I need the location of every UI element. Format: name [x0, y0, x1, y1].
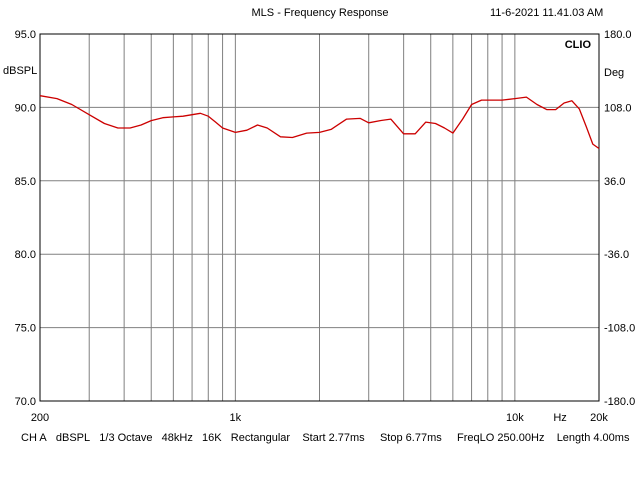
y-tick-label: 90.0 [15, 102, 36, 114]
channel: CH A [21, 432, 47, 444]
y-tick-label: 75.0 [15, 323, 36, 335]
y2-tick-label: 36.0 [604, 176, 625, 188]
chart-title: MLS - Frequency Response [251, 7, 389, 19]
y2-tick-label: 180.0 [604, 29, 632, 41]
unit: dBSPL [55, 432, 91, 444]
measurement-settings: CH A dBSPL 1/3 Octave 48kHz 16K Rectangu… [21, 432, 629, 444]
y2-tick-label: -36.0 [604, 249, 629, 261]
start-time: Start 2.77ms [302, 432, 365, 444]
clio-brand-label: CLIO [565, 39, 592, 51]
frequency-response-trace [39, 95, 600, 150]
y-tick-label: 95.0 [15, 29, 36, 41]
y2-tick-label: 108.0 [604, 102, 632, 114]
x-axis-label: Hz [553, 412, 566, 424]
smoothing: 1/3 Octave [99, 432, 153, 444]
freq-lo: FreqLO 250.00Hz [457, 432, 545, 444]
y2-tick-label: -108.0 [604, 323, 635, 335]
y2-tick-label: -180.0 [604, 396, 635, 408]
x-tick-label: 10k [506, 412, 524, 424]
timestamp: 11-6-2021 11.41.03 AM [490, 7, 604, 19]
y-axis-label: dBSPL [3, 65, 37, 77]
window-type: Rectangular [230, 432, 291, 444]
x-tick-label: 1k [230, 412, 242, 424]
y-tick-label: 85.0 [15, 176, 36, 188]
sample-rate: 48kHz [161, 432, 193, 444]
y2-axis-label: Deg [604, 67, 624, 79]
y-tick-label: 80.0 [15, 249, 36, 261]
y-tick-label: 70.0 [15, 396, 36, 408]
mls-size: 16K [202, 432, 222, 444]
gate-length: Length 4.00ms [556, 432, 630, 444]
x-tick-label: 200 [31, 412, 49, 424]
plot-frame [39, 33, 600, 402]
x-tick-label: 20k [590, 412, 608, 424]
stop-time: Stop 6.77ms [379, 432, 442, 444]
frequency-response-chart: 95.0 90.0 85.0 80.0 75.0 70.0 180.0 108.0 36.0 -3… [3, 29, 635, 424]
